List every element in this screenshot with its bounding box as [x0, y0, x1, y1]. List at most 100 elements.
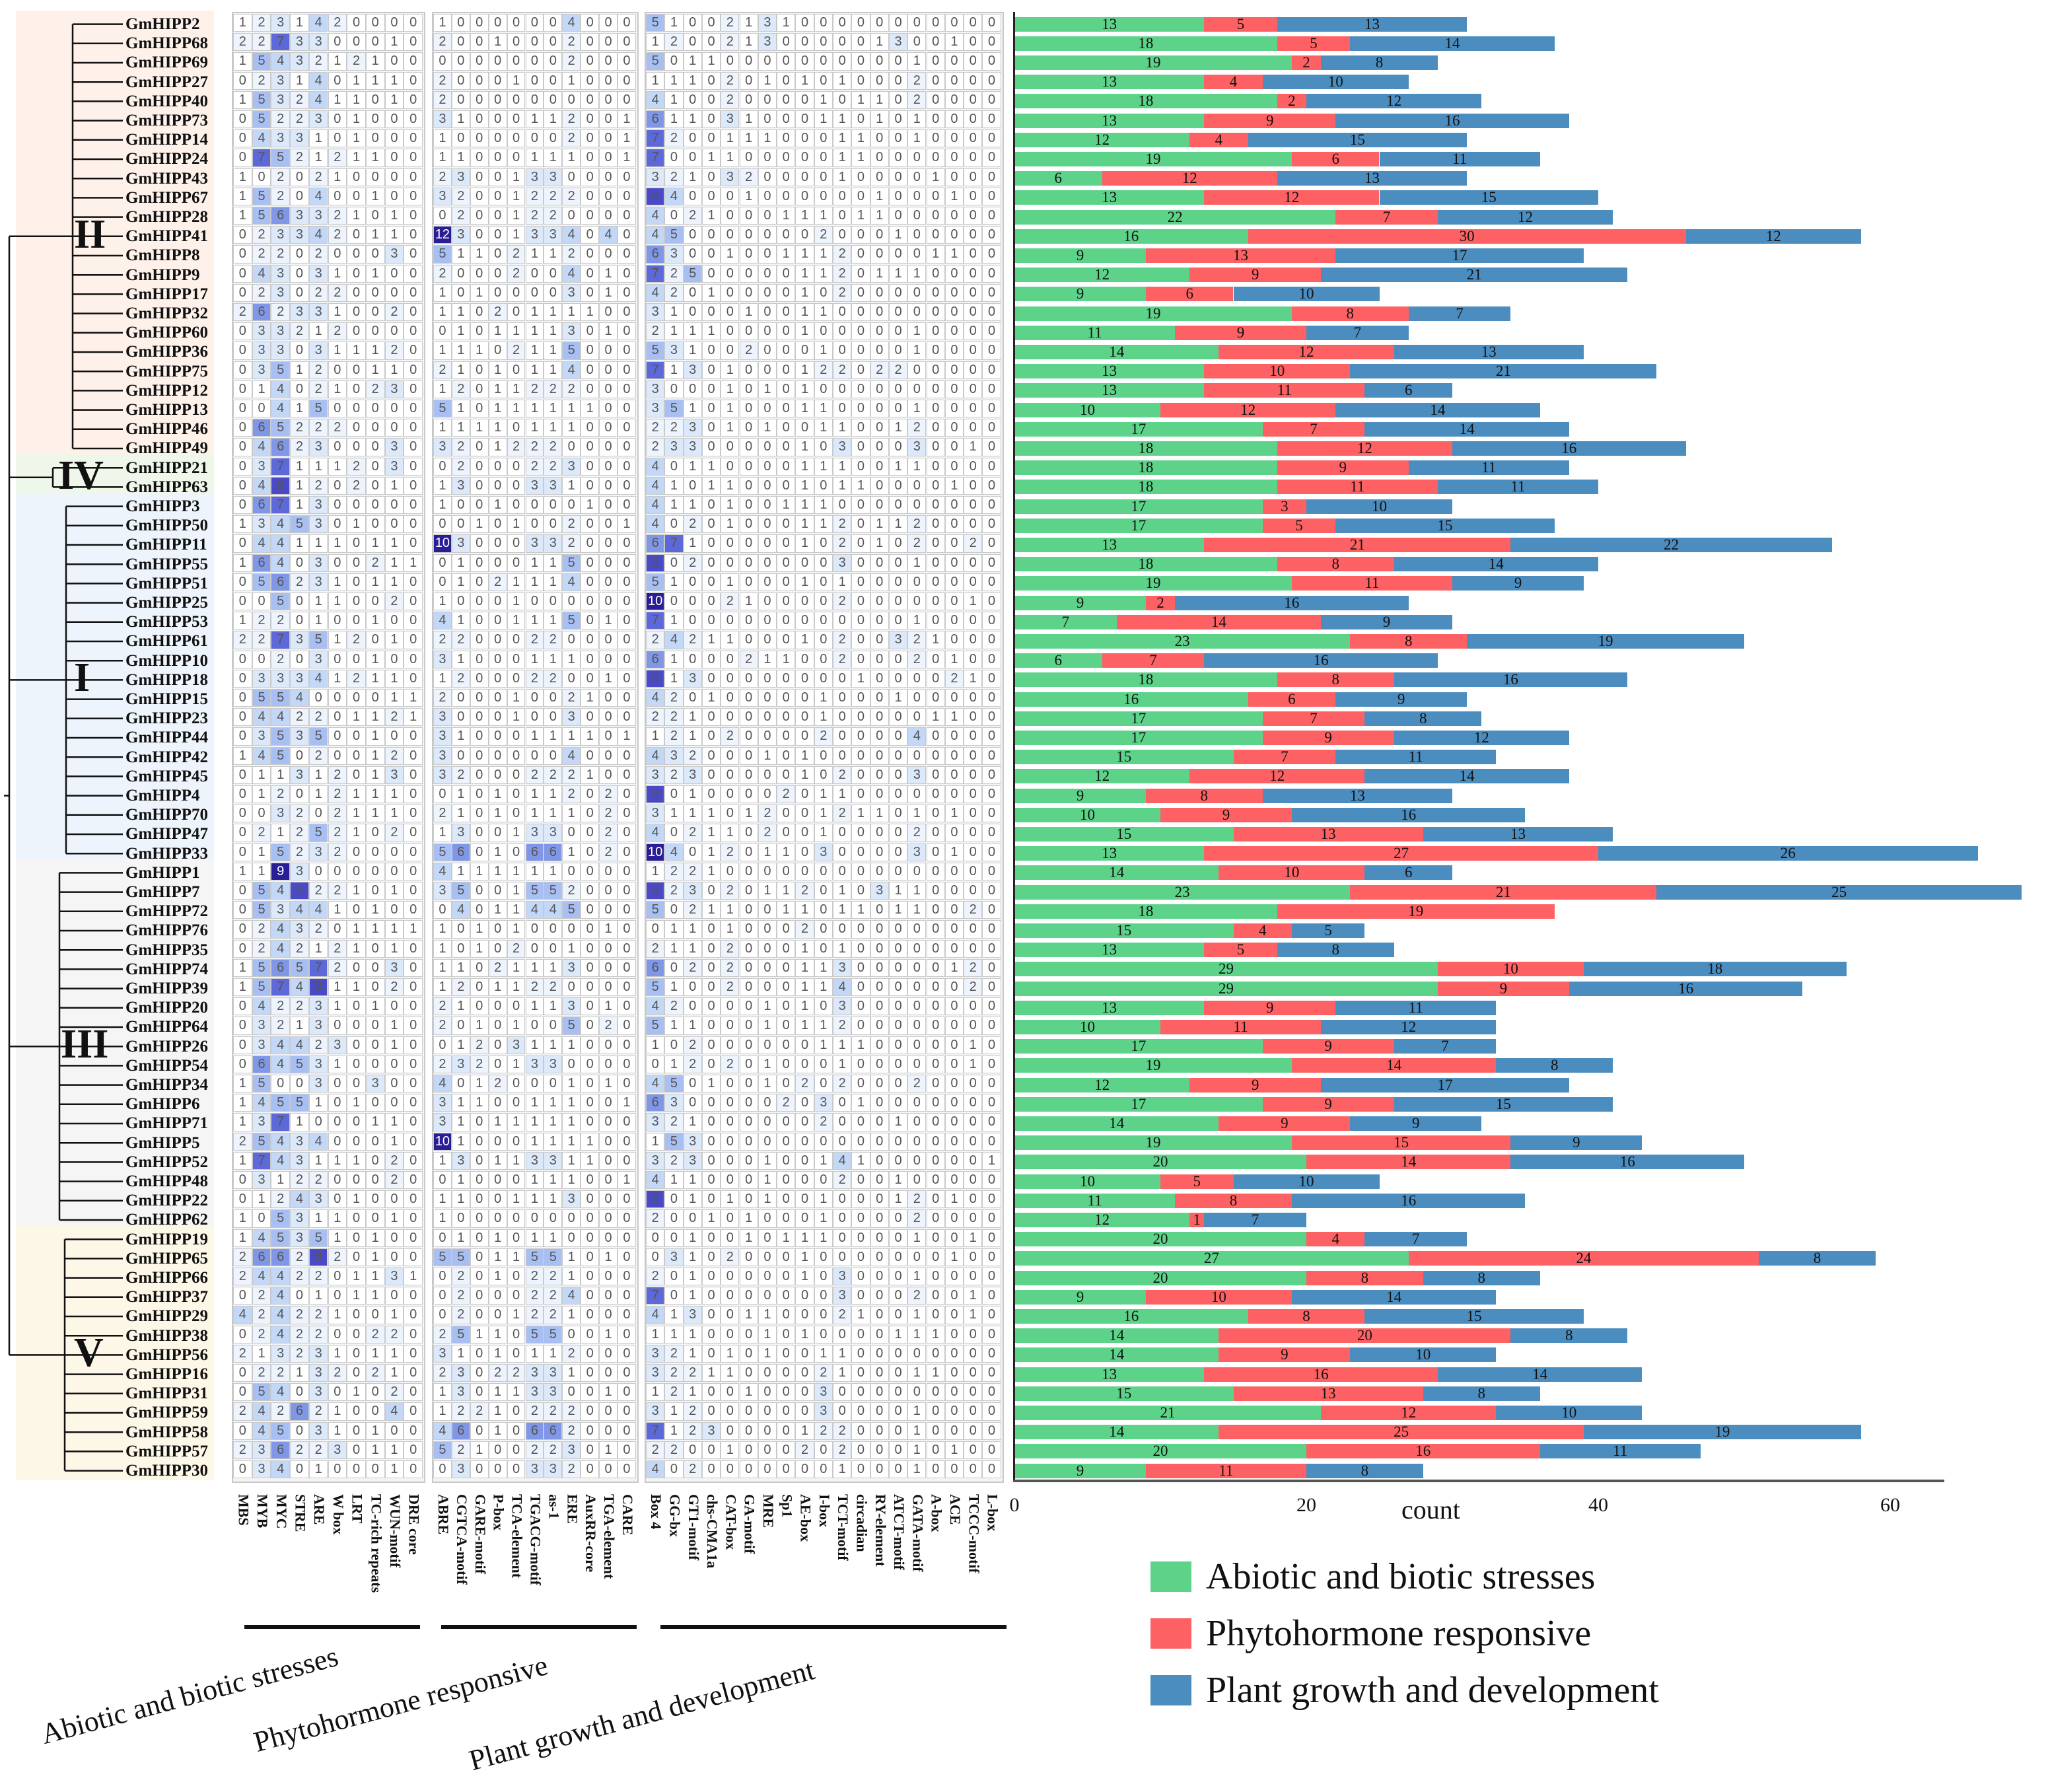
heatmap-cell: 6	[252, 1055, 271, 1073]
gene-label: GmHIPP76	[125, 921, 208, 940]
heatmap-cell: 1	[581, 1132, 600, 1151]
heatmap-cell: 0	[404, 862, 423, 880]
heatmap-cell: 0	[777, 766, 796, 784]
heatmap-cell: 3	[252, 1460, 271, 1479]
heatmap-cell: 4	[271, 534, 291, 553]
bar-segment-hormone: 9	[1277, 460, 1409, 476]
heatmap-cell: 0	[777, 90, 796, 109]
heatmap-cell: 1	[328, 1209, 347, 1228]
heatmap-cell: 2	[252, 824, 271, 842]
heatmap-cell: 1	[795, 380, 814, 398]
heatmap-cell: 1	[581, 689, 600, 707]
heatmap-cell: 2	[308, 1036, 328, 1054]
heatmap-cell: 1	[433, 476, 452, 495]
legend-swatch-hormone	[1150, 1618, 1191, 1649]
heatmap-cell: 1	[233, 1094, 252, 1112]
heatmap-cell: 0	[944, 882, 964, 900]
heatmap-cell: 1	[544, 997, 563, 1016]
heatmap-cell: 0	[290, 746, 309, 765]
heatmap-cell: 0	[964, 862, 983, 880]
heatmap-cell: 0	[795, 862, 814, 880]
heatmap-cell: 0	[233, 1190, 252, 1209]
heatmap-cell: 2	[433, 264, 452, 283]
heatmap-cell: 0	[365, 1055, 385, 1073]
heatmap-cell: 0	[964, 573, 983, 591]
bar-segment-growth: 7	[1204, 1212, 1306, 1227]
heatmap-cell: 0	[618, 361, 636, 379]
heatmap-cell: 0	[233, 534, 252, 553]
heatmap-cell: 0	[907, 1248, 927, 1266]
heatmap-cell: 1	[701, 1364, 721, 1382]
heatmap-cell: 0	[701, 264, 721, 283]
heatmap-cell: 0	[347, 689, 366, 707]
heatmap-cell: 0	[833, 187, 852, 205]
heatmap-cell: 1	[562, 939, 581, 958]
heatmap-cell: 0	[581, 1209, 600, 1228]
heatmap-cell: 0	[795, 1094, 814, 1112]
heatmap-cell: 0	[777, 1151, 796, 1170]
heatmap-cell: 0	[926, 1190, 945, 1209]
heatmap-cell: 0	[599, 1151, 618, 1170]
heatmap-cell: 0	[739, 149, 758, 167]
heatmap-cell: 0	[795, 129, 814, 148]
heatmap-cell: 0	[562, 1055, 581, 1073]
heatmap-cell: 0	[851, 515, 870, 534]
heatmap-cell: 0	[833, 400, 852, 418]
column-label: Box 4	[648, 1494, 665, 1530]
heatmap-cell: 3	[384, 245, 404, 264]
heatmap-cell: 2	[507, 939, 526, 958]
bar-segment-stress: 18	[1014, 672, 1277, 688]
heatmap-cell: 1	[907, 1306, 927, 1324]
heatmap-cell: 1	[290, 496, 309, 515]
heatmap-cell: 2	[562, 515, 581, 534]
heatmap-cell: 0	[488, 52, 507, 71]
heatmap-cell: 3	[833, 997, 852, 1016]
gene-label: GmHIPP19	[125, 1230, 208, 1248]
heatmap-cell: 0	[507, 1344, 526, 1363]
heatmap-cell: 0	[618, 71, 636, 90]
heatmap-cell: 0	[347, 554, 366, 572]
heatmap-cell: 0	[701, 515, 721, 534]
heatmap-cell: 0	[777, 554, 796, 572]
heatmap-cell: 3	[252, 1171, 271, 1190]
heatmap-cell: 0	[581, 245, 600, 264]
heatmap-cell: 0	[851, 1075, 870, 1093]
heatmap-cell: 1	[365, 997, 385, 1016]
heatmap-cell: 0	[599, 187, 618, 205]
heatmap-cell: 1	[470, 920, 489, 939]
heatmap-cell: 0	[758, 90, 777, 109]
heatmap-cell: 0	[507, 1268, 526, 1286]
heatmap-cell: 1	[833, 476, 852, 495]
heatmap-cell: 5	[271, 149, 291, 167]
bar-segment-growth: 14	[1394, 556, 1598, 572]
heatmap-cell: 1	[347, 920, 366, 939]
heatmap-cell: 0	[365, 689, 385, 707]
heatmap-cell: 0	[562, 592, 581, 611]
heatmap-cell: 4	[664, 843, 684, 861]
heatmap-cell: 6	[646, 245, 665, 264]
bar-segment-hormone: 8	[1248, 1308, 1365, 1324]
heatmap-cell: 0	[739, 1421, 758, 1440]
heatmap-cell: 0	[721, 1036, 740, 1054]
heatmap-cell: 3	[721, 168, 740, 186]
legend-item-growth: Plant growth and development	[1150, 1670, 1659, 1711]
heatmap-cell: 0	[944, 322, 964, 341]
heatmap-cell: 1	[507, 1151, 526, 1170]
heatmap-cell: 2	[833, 766, 852, 784]
heatmap-cell: 0	[907, 1094, 927, 1112]
heatmap-cell: 1	[328, 341, 347, 360]
bar-segment-stress: 23	[1014, 884, 1351, 900]
heatmap-cell: 3	[525, 168, 544, 186]
heatmap-cell: 0	[982, 515, 1001, 534]
heatmap-cell: 0	[795, 1113, 814, 1131]
heatmap-cell: 1	[470, 862, 489, 880]
heatmap-cell: 0	[739, 920, 758, 939]
x-axis-title: count	[1401, 1495, 1460, 1524]
bar-segment-stress: 20	[1014, 1443, 1306, 1459]
bar-segment-hormone: 1	[1189, 1212, 1205, 1227]
heatmap-cell: 1	[664, 1402, 684, 1421]
heatmap-cell: 1	[308, 1209, 328, 1228]
heatmap-cell: 0	[599, 380, 618, 398]
heatmap-cell: 0	[851, 1364, 870, 1382]
heatmap-cell: 1	[290, 476, 309, 495]
